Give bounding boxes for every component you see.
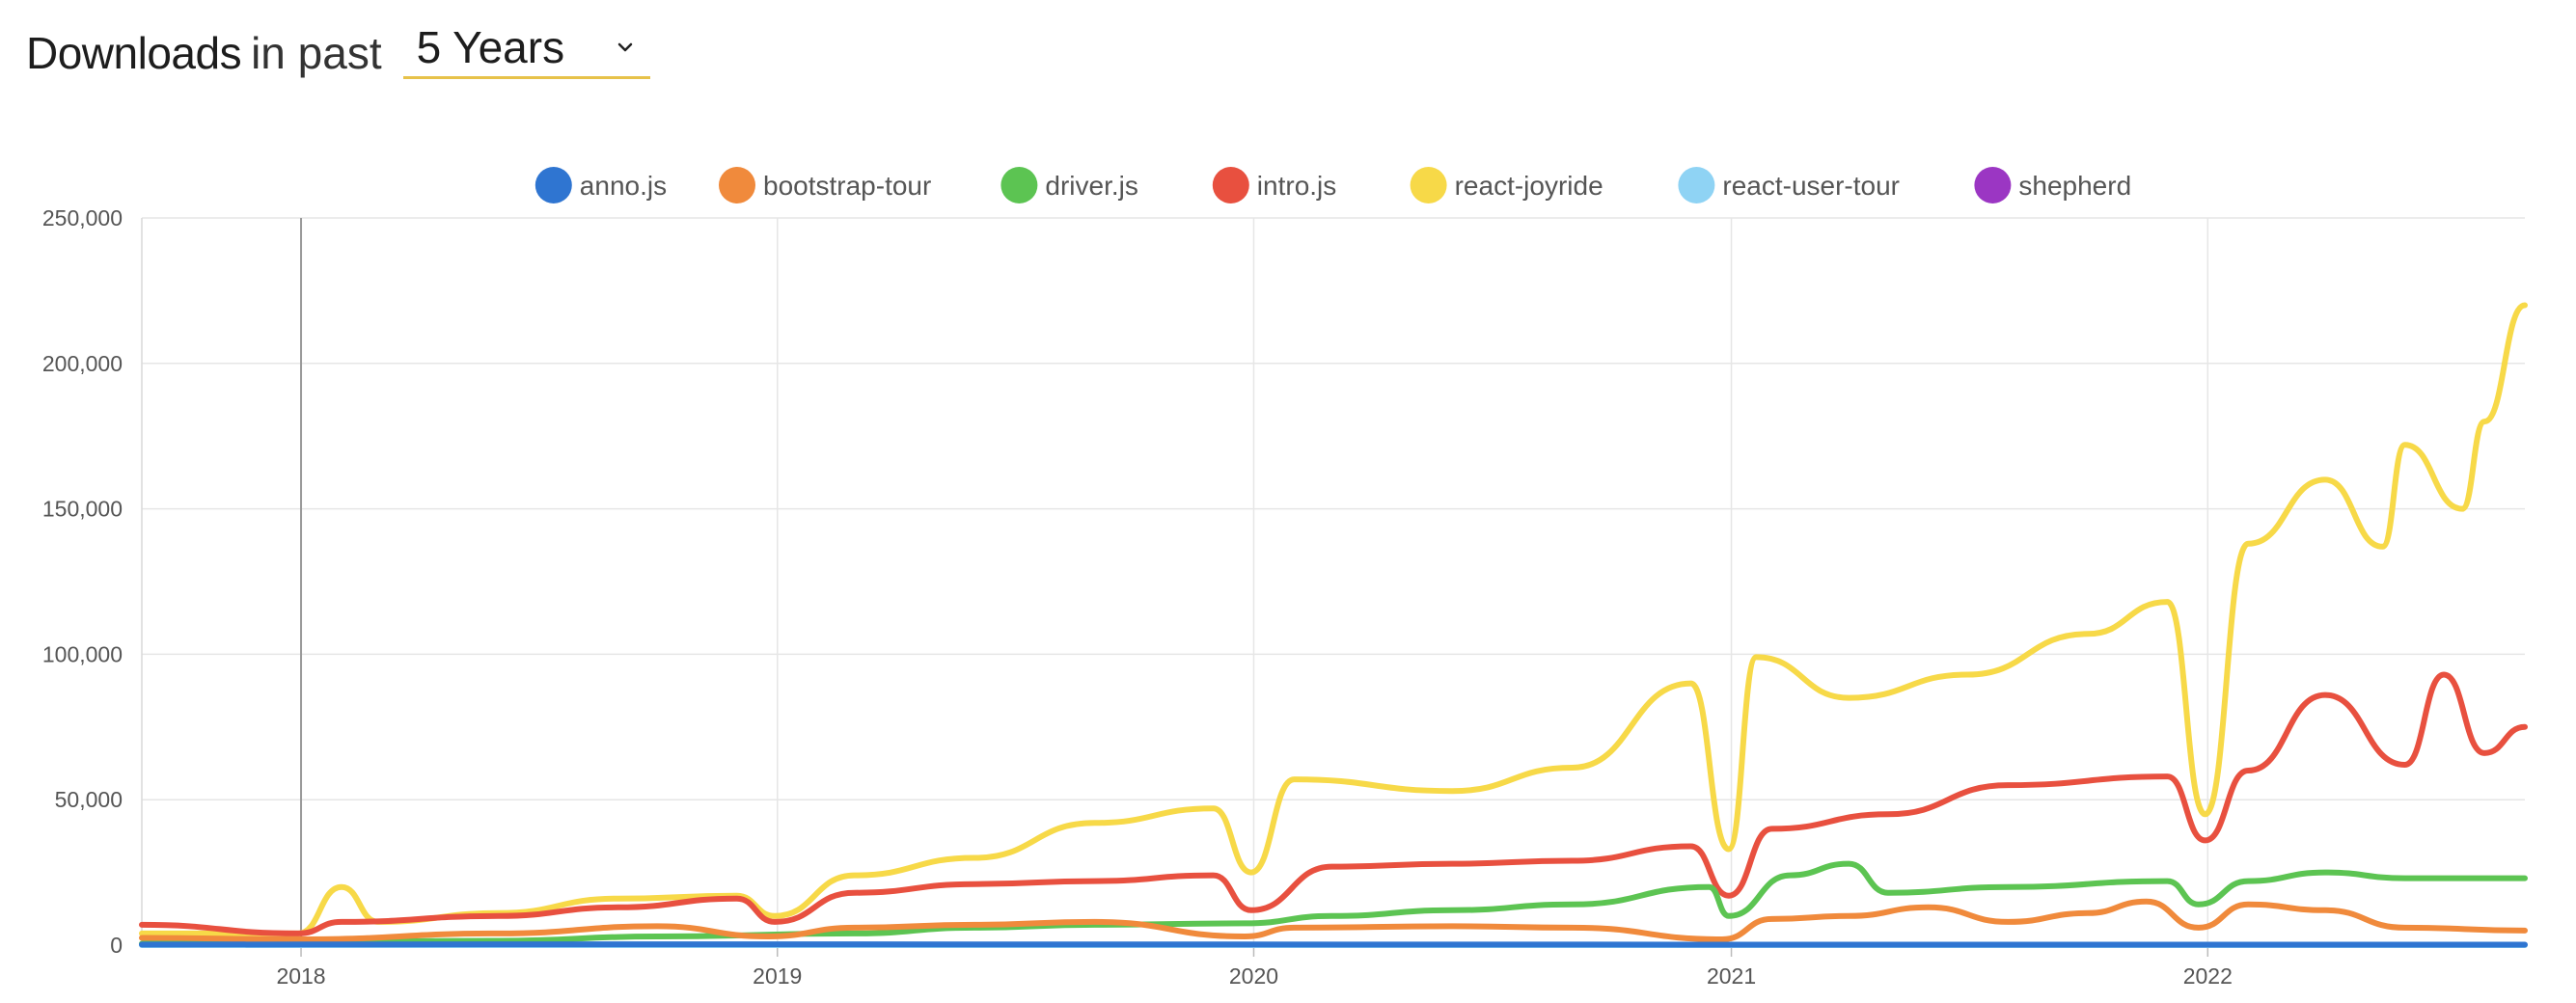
legend-label: driver.js bbox=[1045, 171, 1137, 201]
page-subtitle: in past bbox=[251, 28, 382, 78]
x-tick-label: 2021 bbox=[1707, 963, 1756, 989]
legend-item-driver-js[interactable]: driver.js bbox=[1000, 167, 1138, 203]
series-line-react-joyride bbox=[139, 302, 2528, 936]
y-axis: 0 50,000 100,000 150,000 200,000 250,000 bbox=[42, 205, 123, 958]
legend-label: bootstrap-tour bbox=[763, 171, 931, 201]
legend-swatch bbox=[1678, 167, 1715, 203]
y-tick-label: 250,000 bbox=[42, 205, 123, 230]
legend-label: anno.js bbox=[580, 171, 667, 201]
y-tick-label: 50,000 bbox=[55, 787, 123, 812]
legend-swatch bbox=[534, 167, 572, 203]
y-tick-label: 0 bbox=[110, 933, 123, 958]
legend-label: react-joyride bbox=[1455, 171, 1603, 201]
y-tick-label: 200,000 bbox=[42, 351, 123, 376]
legend-item-react-user-tour[interactable]: react-user-tour bbox=[1678, 167, 1900, 203]
legend-item-anno-js[interactable]: anno.js bbox=[534, 167, 667, 203]
y-tick-label: 100,000 bbox=[42, 641, 123, 666]
chevron-down-icon bbox=[617, 42, 632, 51]
legend-swatch bbox=[1974, 167, 2012, 203]
legend-swatch bbox=[1410, 167, 1447, 203]
legend-swatch bbox=[1212, 167, 1249, 203]
legend-label: shepherd bbox=[2018, 171, 2131, 201]
chart-legend: anno.js bootstrap-tour driver.js intro.js re… bbox=[534, 167, 2131, 203]
period-select-value: 5 Years bbox=[416, 21, 565, 72]
chart-series bbox=[139, 302, 2528, 949]
legend-swatch bbox=[1000, 167, 1038, 203]
downloads-header: Downloads in past 5 Years bbox=[26, 17, 650, 79]
x-axis: 2018 2019 2020 2021 2022 bbox=[276, 945, 2233, 989]
x-tick-label: 2020 bbox=[1229, 963, 1278, 989]
period-select[interactable]: 5 Years bbox=[402, 17, 650, 79]
x-tick-label: 2019 bbox=[753, 963, 802, 989]
legend-label: intro.js bbox=[1257, 171, 1336, 201]
legend-item-react-joyride[interactable]: react-joyride bbox=[1410, 167, 1603, 203]
page-title: Downloads bbox=[26, 28, 242, 78]
legend-item-intro-js[interactable]: intro.js bbox=[1212, 167, 1336, 203]
series-line-bootstrap-tour bbox=[139, 898, 2528, 942]
legend-item-shepherd[interactable]: shepherd bbox=[1974, 167, 2131, 203]
legend-item-bootstrap-tour[interactable]: bootstrap-tour bbox=[719, 167, 931, 203]
chart-grid bbox=[141, 217, 2525, 946]
x-tick-label: 2018 bbox=[276, 963, 325, 989]
legend-label: react-user-tour bbox=[1722, 171, 1900, 201]
x-tick-label: 2022 bbox=[2183, 963, 2233, 989]
series-line-intro-js bbox=[139, 671, 2528, 936]
y-tick-label: 150,000 bbox=[42, 497, 123, 522]
legend-swatch bbox=[719, 167, 755, 203]
